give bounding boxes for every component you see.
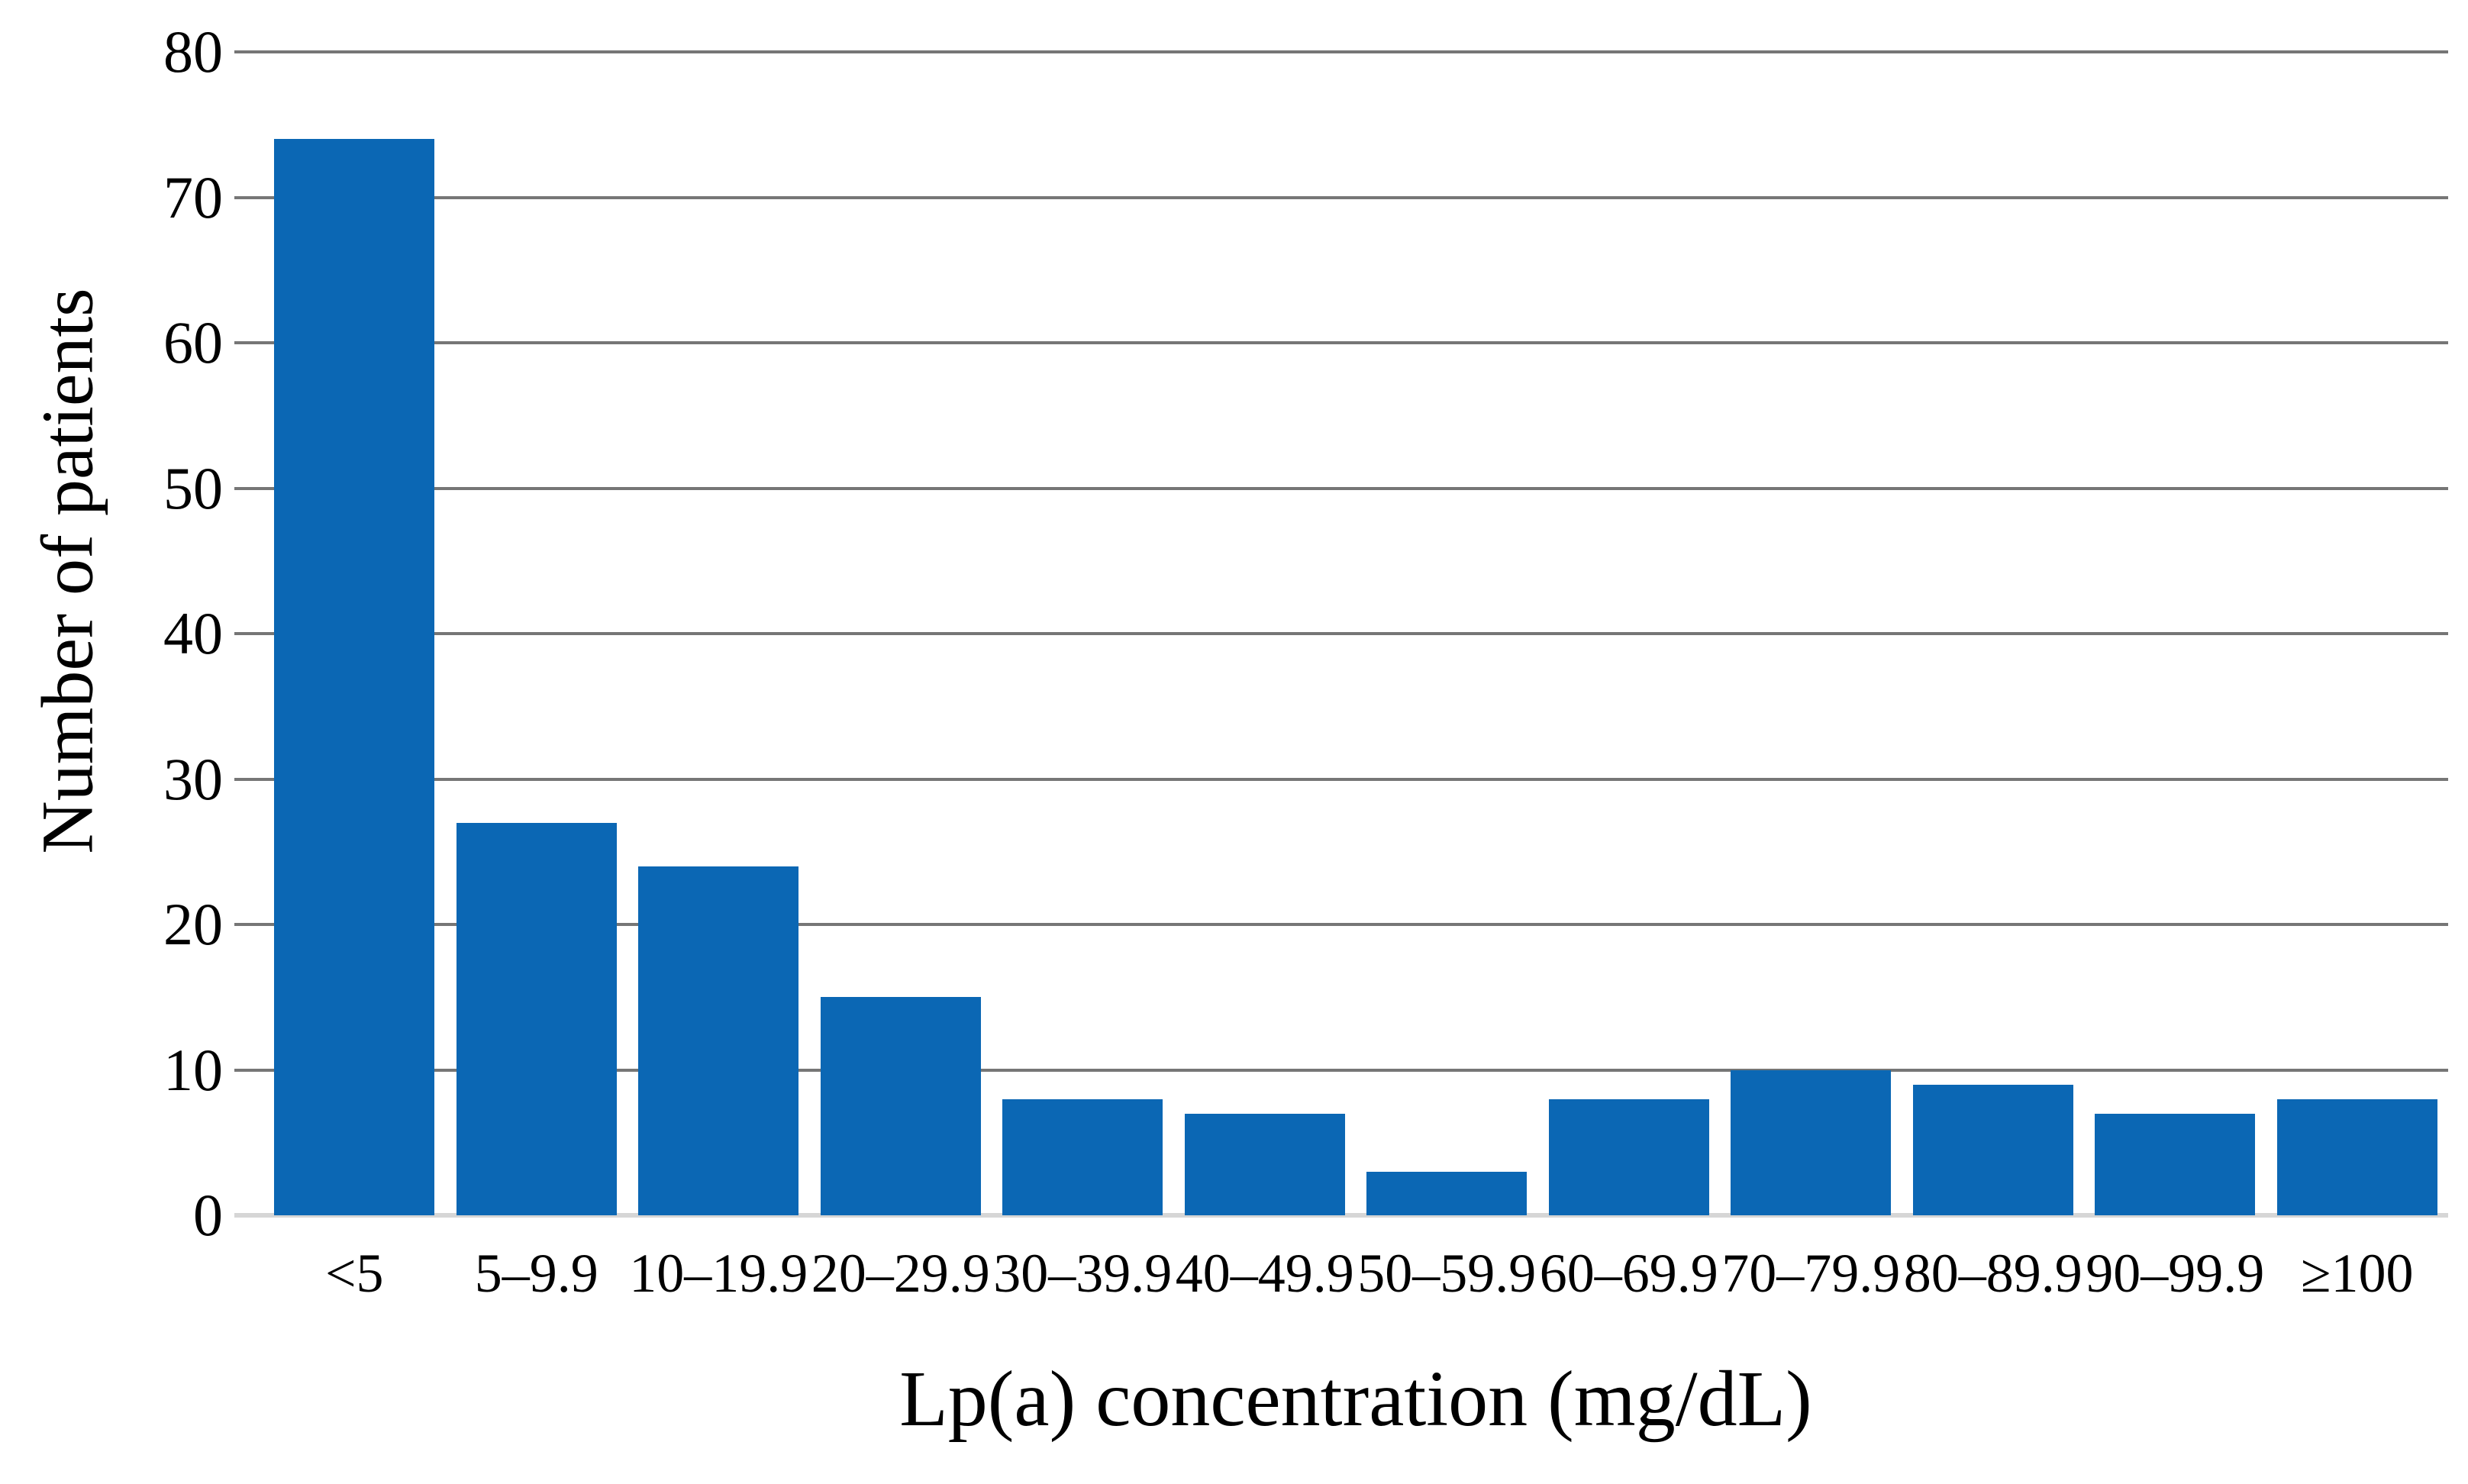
y-tick-label-40: 40 xyxy=(163,600,223,666)
gridline-y40 xyxy=(234,632,2448,635)
x-tick-label-9: 80–89.9 xyxy=(1903,1243,2082,1304)
bar-slot-6 xyxy=(1356,52,1538,1215)
bar-≥100 xyxy=(2276,1098,2437,1215)
gridline-y80 xyxy=(234,50,2448,53)
x-tick-label-0: <5 xyxy=(324,1243,384,1304)
y-axis-tick-labels: 0 10 20 30 40 50 60 70 80 xyxy=(0,22,223,1245)
x-axis-line xyxy=(234,1213,2448,1218)
bars-layer xyxy=(263,52,2448,1215)
bar-slot-4 xyxy=(992,52,1174,1215)
y-tick-label-80: 80 xyxy=(163,18,223,85)
bar-slot-9 xyxy=(1902,52,2085,1215)
bar-slot-10 xyxy=(2084,52,2266,1215)
x-tick-label-8: 70–79.9 xyxy=(1721,1243,1901,1304)
x-axis-tick-labels: <5 5–9.9 10–19.9 20–29.9 30–39.9 40–49.9 50–59… xyxy=(263,1244,2448,1302)
bar-50–59.9 xyxy=(1366,1171,1528,1215)
y-tick-label-10: 10 xyxy=(163,1036,223,1103)
x-tick-label-2: 10–19.9 xyxy=(629,1243,808,1304)
x-tick-label-6: 50–59.9 xyxy=(1357,1243,1537,1304)
bar-60–69.9 xyxy=(1548,1098,1709,1215)
gridline-y60 xyxy=(234,341,2448,344)
y-tick-label-60: 60 xyxy=(163,309,223,376)
plot-area xyxy=(234,50,2448,1218)
gridline-y10 xyxy=(234,1068,2448,1072)
y-tick-label-70: 70 xyxy=(163,163,223,231)
bar-5–9.9 xyxy=(456,822,617,1215)
bar-slot-1 xyxy=(446,52,628,1215)
x-axis-title: Lp(a) concentration (mg/dL) xyxy=(899,1355,1812,1443)
bar-<5 xyxy=(274,139,435,1215)
bar-slot-8 xyxy=(1720,52,1902,1215)
gridline-y50 xyxy=(234,486,2448,490)
bar-40–49.9 xyxy=(1184,1113,1345,1215)
y-tick-label-0: 0 xyxy=(193,1182,223,1248)
x-tick-label-5: 40–49.9 xyxy=(1175,1243,1354,1304)
y-tick-label-50: 50 xyxy=(163,454,223,521)
x-tick-label-7: 60–69.9 xyxy=(1539,1243,1718,1304)
bar-20–29.9 xyxy=(820,997,981,1215)
bar-70–79.9 xyxy=(1731,1069,1892,1215)
x-tick-label-1: 5–9.9 xyxy=(474,1243,598,1304)
bar-slot-2 xyxy=(627,52,810,1215)
bar-slot-11 xyxy=(2266,52,2449,1215)
x-tick-label-4: 30–39.9 xyxy=(993,1243,1173,1304)
y-tick-label-30: 30 xyxy=(163,745,223,812)
bar-slot-7 xyxy=(1538,52,1721,1215)
gridline-y70 xyxy=(234,195,2448,199)
bar-80–89.9 xyxy=(1912,1084,2073,1215)
bar-slot-3 xyxy=(810,52,992,1215)
bar-90–99.9 xyxy=(2095,1113,2256,1215)
x-tick-label-3: 20–29.9 xyxy=(811,1243,990,1304)
gridline-y30 xyxy=(234,777,2448,781)
bar-30–39.9 xyxy=(1002,1098,1163,1215)
bar-slot-0 xyxy=(263,52,446,1215)
x-tick-label-11: ≥100 xyxy=(2300,1243,2414,1304)
bar-10–19.9 xyxy=(638,866,799,1215)
x-tick-label-10: 90–99.9 xyxy=(2086,1243,2265,1304)
gridline-y20 xyxy=(234,923,2448,926)
y-tick-label-20: 20 xyxy=(163,891,223,957)
bar-slot-5 xyxy=(1174,52,1357,1215)
